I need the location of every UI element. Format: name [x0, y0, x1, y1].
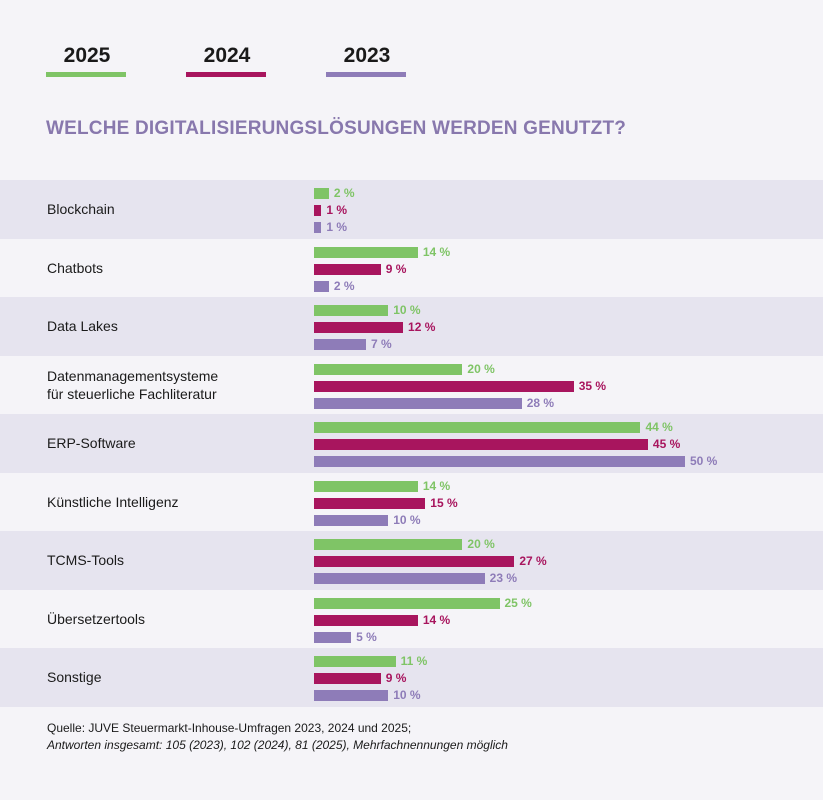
category-row: Sonstige 11 % 9 % 10 % — [0, 648, 823, 707]
bar-2024 — [314, 614, 418, 626]
legend-label: 2023 — [343, 44, 391, 67]
value-label-2023: 10 % — [393, 512, 421, 527]
value-label-2023: 28 % — [526, 395, 555, 410]
bar-2024 — [314, 673, 381, 684]
bar-2023 — [314, 690, 389, 701]
bar-group: 20 % 27 % 23 % — [314, 531, 794, 590]
value-label-2024: 14 % — [422, 612, 451, 627]
value-label-2025: 20 % — [467, 537, 495, 551]
chart-title: WELCHE DIGITALISIERUNGSLÖSUNGEN WERDEN G… — [46, 118, 627, 139]
value-label-2024: 9 % — [385, 261, 407, 276]
category-row: Künstliche Intelligenz 14 % 15 % 10 % — [0, 473, 823, 532]
bar-2024 — [314, 497, 426, 509]
category-row: Blockchain 2 % 1 % 1 % — [0, 180, 823, 239]
category-row: TCMS-Tools 20 % 27 % 23 % — [0, 531, 823, 590]
source-line-1: Quelle: JUVE Steuermarkt-Inhouse-Umfrage… — [47, 721, 412, 735]
legend-label: 2024 — [203, 44, 251, 67]
category-row: Data Lakes 10 % 12 % 7 % — [0, 297, 823, 356]
category-row: Übersetzertools 25 % 14 % 5 % — [0, 590, 823, 649]
bar-2023 — [314, 514, 389, 526]
bar-group: 2 % 1 % 1 % — [314, 180, 794, 239]
legend-swatch — [46, 72, 126, 77]
source-line-2: Antworten insgesamt: 105 (2023), 102 (20… — [47, 738, 508, 752]
value-label-2023: 5 % — [356, 629, 377, 644]
legend-item-2024: 2024 — [186, 44, 268, 77]
value-label-2024: 9 % — [385, 671, 407, 685]
value-label-2025: 14 % — [422, 478, 451, 493]
bar-group: 44 % 45 % 50 % — [314, 414, 794, 473]
bar-2025 — [314, 656, 396, 667]
category-label: Übersetzertools — [47, 610, 146, 627]
bar-2025 — [314, 246, 418, 258]
category-row: ERP-Software 44 % 45 % 50 % — [0, 414, 823, 473]
value-label-2023: 50 % — [690, 454, 718, 468]
value-label-2023: 2 % — [333, 278, 355, 293]
bar-2025 — [314, 363, 463, 375]
value-label-2023: 23 % — [489, 571, 518, 585]
bar-2023 — [314, 339, 366, 350]
bar-group: 10 % 12 % 7 % — [314, 297, 794, 356]
value-label-2024: 12 % — [408, 320, 436, 334]
bar-2025 — [314, 305, 389, 316]
bar-2023 — [314, 397, 522, 409]
legend-item-2023: 2023 — [326, 44, 408, 77]
bar-2023 — [314, 631, 352, 643]
legend-swatch — [326, 72, 406, 77]
bar-2025 — [314, 480, 418, 492]
value-label-2024: 1 % — [326, 203, 348, 217]
value-label-2025: 20 % — [467, 361, 495, 376]
value-label-2025: 25 % — [504, 595, 532, 610]
bar-2025 — [314, 422, 641, 433]
bar-2024 — [314, 322, 404, 333]
bar-group: 14 % 15 % 10 % — [314, 473, 794, 532]
value-label-2025: 10 % — [393, 303, 421, 317]
category-label: Chatbots — [47, 259, 104, 276]
value-label-2025: 44 % — [645, 420, 673, 434]
legend-swatch — [186, 72, 266, 77]
category-label: Datenmanagementsysteme für steuerliche F… — [47, 367, 219, 402]
category-label: Künstliche Intelligenz — [47, 493, 179, 510]
bar-2023 — [314, 222, 322, 233]
bar-2025 — [314, 188, 329, 199]
category-row: Datenmanagementsysteme für steuerliche F… — [0, 356, 823, 415]
bar-2024 — [314, 263, 381, 275]
value-label-2023: 10 % — [393, 688, 421, 702]
value-label-2024: 15 % — [430, 495, 458, 510]
category-label: Sonstige — [47, 669, 102, 686]
bar-2025 — [314, 539, 463, 550]
value-label-2023: 1 % — [326, 220, 348, 234]
bar-2023 — [314, 280, 329, 292]
bar-2024 — [314, 556, 515, 567]
value-label-2025: 11 % — [400, 654, 428, 668]
value-label-2024: 27 % — [519, 554, 547, 568]
bar-group: 14 % 9 % 2 % — [314, 239, 794, 298]
bar-2024 — [314, 380, 574, 392]
bar-2025 — [314, 597, 500, 609]
category-label: TCMS-Tools — [47, 552, 125, 569]
category-label: ERP-Software — [47, 435, 136, 452]
bar-2024 — [314, 439, 648, 450]
chart-rows: Blockchain 2 % 1 % 1 % Chatbots 14 % 9 % 2 % Dat… — [0, 180, 823, 707]
source-note: Quelle: JUVE Steuermarkt-Inhouse-Umfrage… — [47, 720, 508, 754]
category-row: Chatbots 14 % 9 % 2 % — [0, 239, 823, 298]
value-label-2025: 2 % — [333, 186, 355, 200]
bar-2023 — [314, 456, 685, 467]
value-label-2023: 7 % — [370, 337, 392, 351]
legend-label: 2025 — [63, 44, 111, 67]
value-label-2024: 35 % — [578, 378, 607, 393]
bar-group: 11 % 9 % 10 % — [314, 648, 794, 707]
category-label: Blockchain — [47, 201, 115, 218]
bar-2024 — [314, 205, 322, 216]
bar-2023 — [314, 573, 485, 584]
value-label-2025: 14 % — [422, 244, 451, 259]
bar-group: 20 % 35 % 28 % — [314, 356, 794, 415]
category-label: Data Lakes — [47, 318, 118, 335]
legend-item-2025: 2025 — [46, 44, 128, 77]
value-label-2024: 45 % — [652, 437, 681, 451]
bar-group: 25 % 14 % 5 % — [314, 590, 794, 649]
legend: 2025 2024 2023 — [46, 44, 466, 84]
